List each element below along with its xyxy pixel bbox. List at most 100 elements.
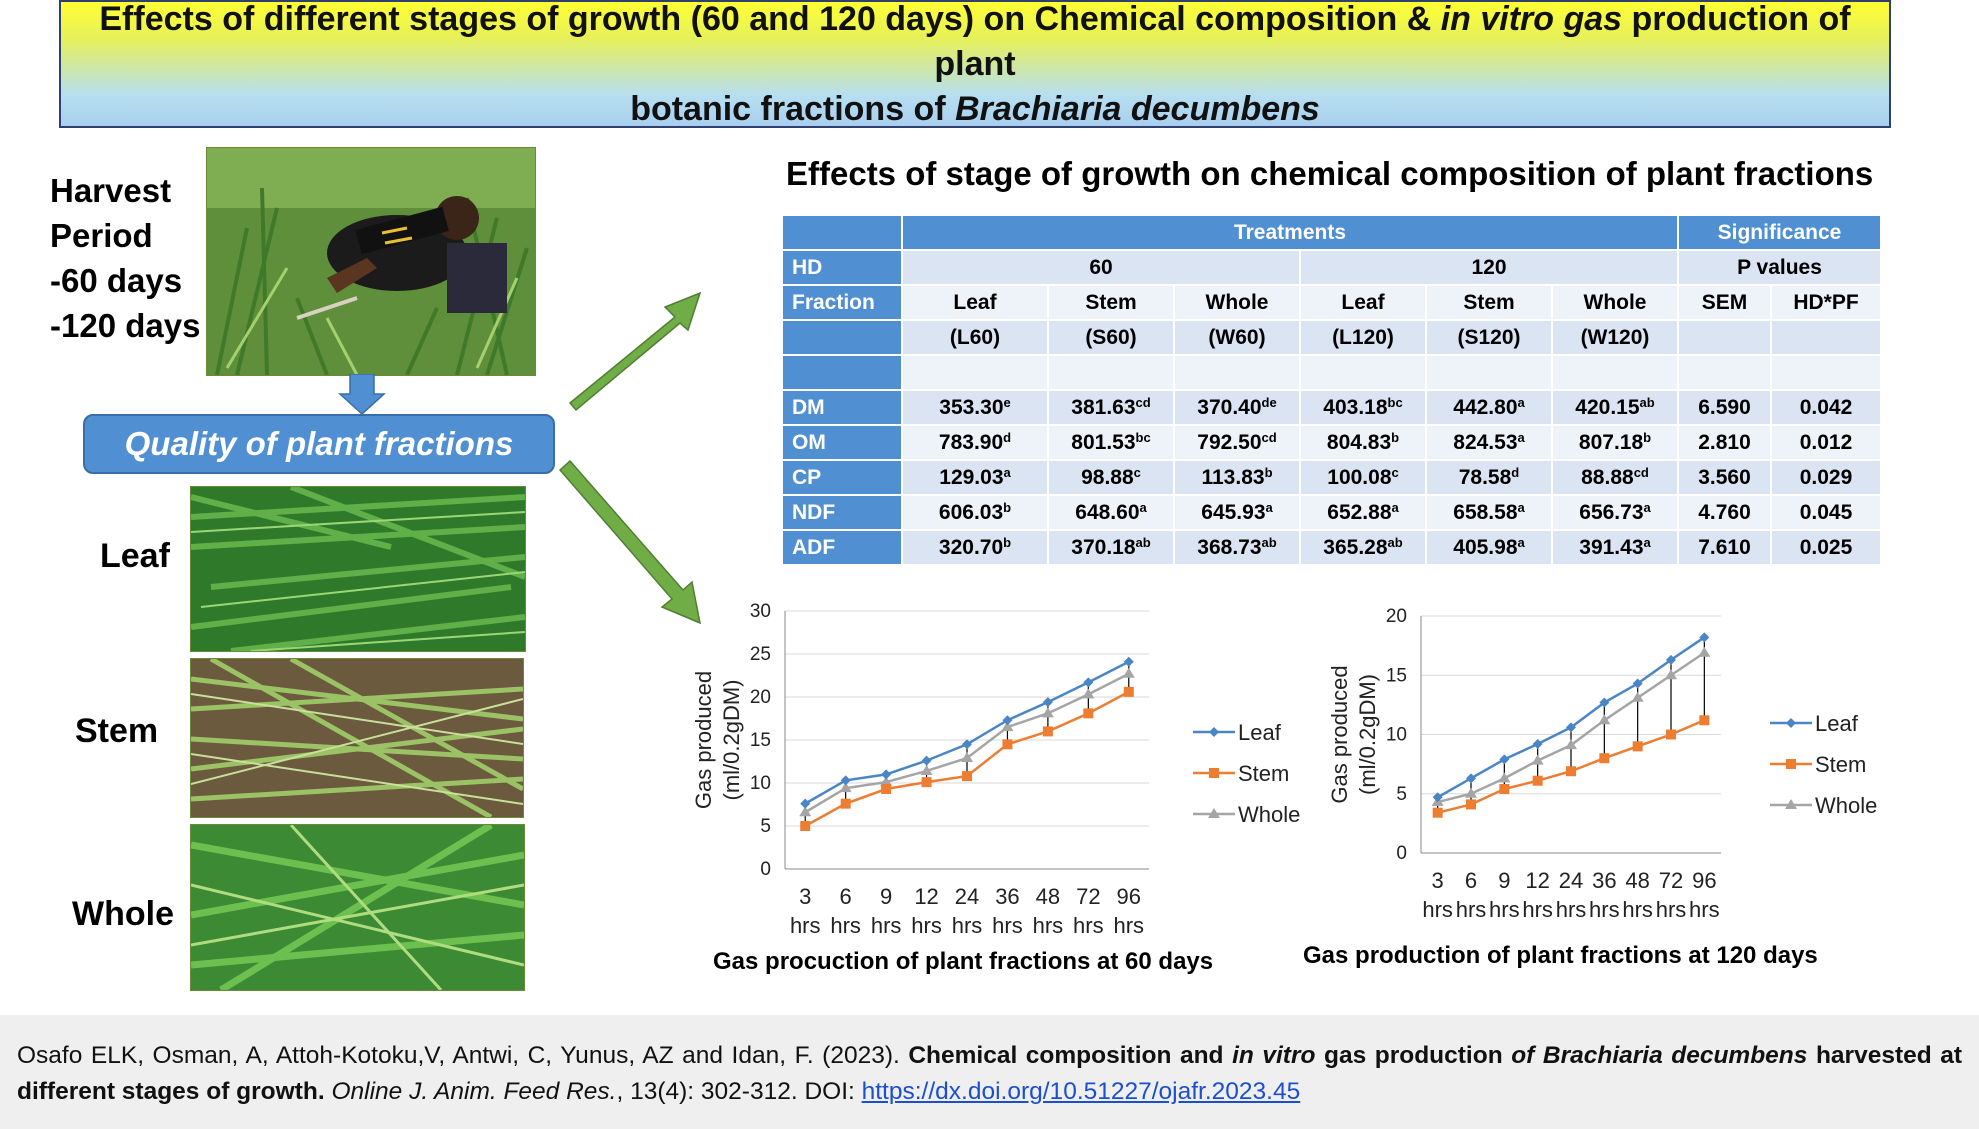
data-point-stem	[1083, 708, 1094, 719]
table-cell: 807.18b	[1553, 426, 1677, 459]
harvest-label: Period	[50, 217, 153, 254]
table-cell: 606.03b	[903, 496, 1047, 529]
cell-superscript: cd	[1135, 394, 1151, 410]
p-value-cell: 0.045	[1772, 496, 1880, 529]
x-tick-label: hrs	[830, 913, 861, 938]
table-cell: 100.08c	[1301, 461, 1425, 494]
empty-cell	[1679, 356, 1770, 389]
y-tick-label: 10	[1386, 725, 1407, 746]
sem-cell: 6.590	[1679, 391, 1770, 424]
banner-text: Effects of different stages of growth (6…	[99, 0, 1441, 38]
data-point-leaf	[1083, 677, 1094, 688]
x-tick-label: hrs	[1689, 897, 1720, 922]
cell-superscript: b	[1643, 429, 1652, 445]
fraction-code: (W120)	[1553, 321, 1677, 354]
whole-label: Whole	[72, 895, 174, 933]
cell-superscript: a	[1517, 394, 1525, 410]
data-point-leaf	[1466, 773, 1476, 784]
y-tick-label: 20	[1386, 606, 1407, 627]
cell-value: 652.88	[1327, 500, 1392, 524]
sem-cell: 2.810	[1679, 426, 1770, 459]
fraction-code: (W60)	[1175, 321, 1299, 354]
table-cell: 381.63cd	[1049, 391, 1173, 424]
cell-value: 606.03	[938, 500, 1004, 524]
y-axis-label: Gas produced (ml/0.2gDM)	[1327, 665, 1380, 803]
fraction-code: (L120)	[1301, 321, 1425, 354]
x-tick-label: 72	[1659, 868, 1683, 893]
y-tick-label: 5	[1396, 784, 1407, 805]
citation-title: gas production	[1315, 1042, 1512, 1069]
blank-label	[783, 356, 901, 389]
data-point-whole	[920, 764, 933, 775]
sem-header: SEM	[1679, 286, 1770, 319]
fraction-code: (S60)	[1049, 321, 1173, 354]
data-point-leaf	[1002, 715, 1013, 726]
treatments-header: Treatments	[903, 216, 1677, 249]
cell-superscript: a	[1517, 534, 1525, 550]
banner-text: production of plant	[934, 0, 1851, 83]
cell-value: 420.15	[1575, 395, 1640, 419]
table-cell: 645.93a	[1175, 496, 1299, 529]
stem-photo	[190, 658, 524, 818]
cell-superscript: a	[1003, 464, 1011, 480]
x-tick-label: hrs	[1556, 897, 1587, 922]
data-point-whole	[961, 752, 973, 763]
data-point-stem	[962, 771, 972, 782]
x-tick-label: 72	[1076, 884, 1100, 909]
p-value-cell: 0.025	[1772, 531, 1880, 564]
cell-superscript: d	[1511, 464, 1520, 480]
cell-superscript: b	[1264, 464, 1273, 480]
x-tick-label: hrs	[1622, 897, 1653, 922]
x-tick-label: 9	[1498, 868, 1510, 893]
chart-120-caption: Gas production of plant fractions at 120…	[1303, 942, 1818, 969]
x-tick-label: hrs	[790, 913, 821, 938]
data-point-whole	[1698, 646, 1711, 657]
x-tick-label: hrs	[1073, 913, 1104, 938]
stem-photo-image	[191, 659, 523, 817]
data-point-leaf	[1632, 678, 1643, 689]
cell-value: 648.60	[1075, 500, 1140, 524]
cell-superscript: a	[1517, 499, 1525, 515]
empty-cell	[903, 356, 1047, 389]
significance-header: Significance	[1679, 216, 1880, 249]
data-point-whole	[1498, 772, 1511, 783]
citation-title-italic: of Brachiaria decumbens	[1511, 1042, 1808, 1069]
legend-label: Leaf	[1815, 711, 1859, 736]
data-point-leaf	[1699, 632, 1710, 643]
row-label: CP	[783, 461, 901, 494]
table-data-rows: DM 353.30e 381.63cd 370.40de 403.18bc 442.80a…	[783, 391, 1880, 564]
legend-marker	[1209, 727, 1219, 737]
table-cell: 391.43a	[1553, 531, 1677, 564]
cell-value: 801.53	[1071, 430, 1136, 454]
cell-superscript: b	[1003, 534, 1012, 550]
table-cell: 648.60a	[1049, 496, 1173, 529]
p-values-header: P values	[1679, 251, 1880, 284]
sem-cell: 7.610	[1679, 531, 1770, 564]
legend-marker	[1786, 759, 1796, 769]
table-cell: 320.70b	[903, 531, 1047, 564]
series-line-leaf	[804, 660, 1130, 805]
data-point-stem	[1042, 726, 1053, 737]
x-tick-label: hrs	[1113, 913, 1144, 938]
citation: Osafo ELK, Osman, A, Attoh-Kotoku,V, Ant…	[0, 1015, 1979, 1129]
cell-superscript: bc	[1135, 429, 1151, 445]
table-cell: 368.73ab	[1175, 531, 1299, 564]
doi-link[interactable]: https://dx.doi.org/10.51227/ojafr.2023.4…	[861, 1078, 1301, 1105]
cell-value: 442.80	[1453, 395, 1518, 419]
banner-text-italic: in vitro gas	[1440, 0, 1623, 38]
chart-60-days: 0 5 10 15 20 25 30 Gas produced (ml/0.2gDM) 3 hrs 6…	[691, 601, 1300, 938]
quality-box: Quality of plant fractions	[83, 414, 555, 474]
data-point-whole	[1001, 721, 1014, 732]
x-tick-label: hrs	[1589, 897, 1620, 922]
table-row: ADF 320.70b 370.18ab 368.73ab 365.28ab 405.98…	[783, 531, 1880, 564]
citation-volume: , 13(4): 302-312. DOI:	[616, 1078, 862, 1105]
cell-value: 100.08	[1327, 465, 1392, 489]
table-row: OM 783.90d 801.53bc 792.50cd 804.83b 824.53a 8…	[783, 426, 1880, 459]
harvest-label: Harvest	[50, 172, 172, 209]
legend-label: Whole	[1815, 793, 1877, 818]
table-cell: 824.53a	[1427, 426, 1551, 459]
hd-60: 60	[903, 251, 1299, 284]
citation-title-italic: in vitro	[1232, 1042, 1316, 1069]
table-cell: 442.80a	[1427, 391, 1551, 424]
